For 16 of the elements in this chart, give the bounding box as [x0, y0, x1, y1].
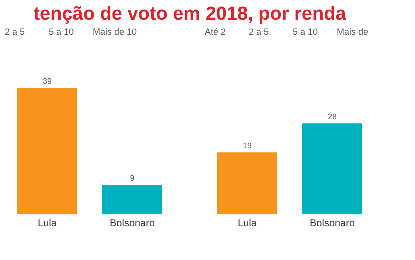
chart-title: tenção de voto em 2018, por renda	[34, 4, 347, 25]
text: 5 a 10	[293, 27, 318, 37]
data-label: 9	[130, 174, 136, 183]
text: Mais de	[337, 27, 369, 37]
data-label: 39	[43, 77, 52, 86]
text: 5 a 10	[49, 27, 74, 37]
x-tick-label: Bolsonaro	[310, 218, 356, 230]
data-label: 28	[328, 112, 338, 122]
data-label: 19	[243, 142, 252, 151]
x-tick-label: Bolsonaro	[110, 218, 156, 230]
text: 2 a 5	[249, 27, 270, 37]
x-tick-label: Lula	[238, 218, 258, 230]
x-tick-label: Lula	[38, 218, 58, 230]
text: Mais de 10	[93, 27, 138, 37]
text: Até 2	[205, 27, 226, 37]
text: 2 a 5	[5, 27, 26, 37]
